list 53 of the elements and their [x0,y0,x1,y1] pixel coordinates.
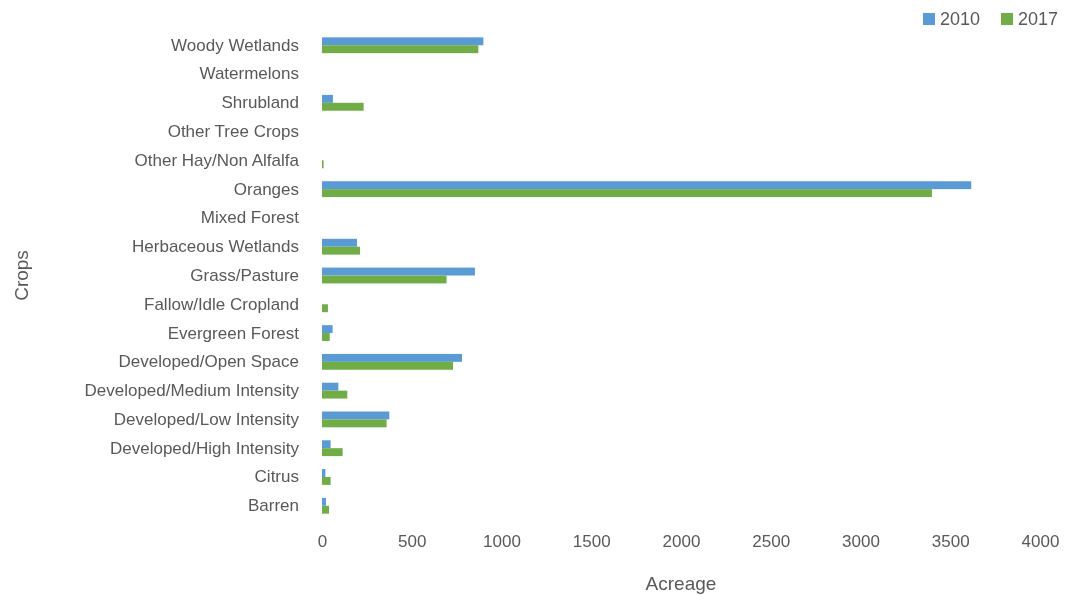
y-tick-label: Developed/High Intensity [109,438,300,458]
x-tick-label: 1500 [572,532,611,552]
y-tick-label: Shrubland [221,93,299,113]
y-tick-label: Citrus [254,467,299,487]
x-tick-label: 4000 [1021,532,1060,552]
y-tick-label: Developed/Low Intensity [113,409,300,429]
x-tick-label: 2500 [752,532,791,552]
x-tick-label: 0 [317,532,328,552]
bar [322,353,463,362]
y-tick-label: Barren [247,496,299,516]
bar [322,497,326,506]
legend-label: 2010 [940,9,981,29]
x-axis-title: Acreage [645,573,717,594]
bar [322,45,479,54]
y-tick-label: Other Tree Crops [167,122,299,142]
bar [322,267,475,276]
y-tick-label: Herbaceous Wetlands [132,237,299,257]
bar [322,476,331,485]
y-tick-label: Fallow/Idle Cropland [144,294,299,314]
x-tick-label: 500 [398,532,427,552]
bar [322,102,364,111]
bar [322,390,348,399]
bar [322,440,331,449]
bar [322,448,343,457]
x-tick-label: 1000 [483,532,521,552]
bar [322,411,390,420]
bar [322,304,328,313]
bar [322,189,932,198]
bar [322,94,333,103]
y-axis-title: Crops [11,250,32,301]
y-tick-label: Grass/Pasture [190,265,299,285]
bar [322,246,361,255]
bar [322,37,484,46]
y-tick-label: Other Hay/Non Alfalfa [134,150,300,170]
bar [322,325,333,334]
x-tick-label: 3500 [931,532,970,552]
bar [322,333,330,341]
bar [322,419,387,428]
y-tick-label: Watermelons [199,64,299,84]
y-tick-label: Evergreen Forest [167,323,300,343]
y-tick-label: Oranges [233,179,299,199]
y-tick-label: Woody Wetlands [171,35,299,55]
y-tick-label: Developed/Medium Intensity [84,381,300,401]
bar [322,181,972,190]
y-tick-label: Mixed Forest [200,208,300,228]
x-tick-label: 3000 [842,532,880,552]
y-tick-label: Developed/Open Space [118,352,299,372]
legend-label: 2017 [1018,9,1059,29]
bar [322,505,329,514]
bar [322,361,454,370]
x-tick-label: 2000 [662,532,701,552]
bar [322,382,339,391]
bar [322,238,357,247]
